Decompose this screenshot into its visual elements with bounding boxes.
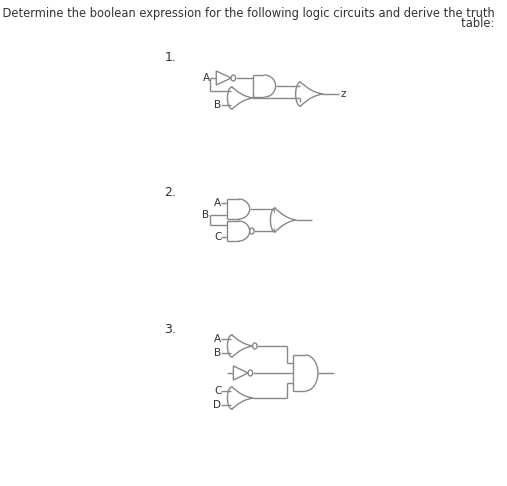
Text: B: B xyxy=(202,210,209,220)
Text: table:: table: xyxy=(443,17,494,30)
Circle shape xyxy=(231,75,236,81)
Text: C: C xyxy=(214,232,222,242)
Text: z: z xyxy=(340,89,346,99)
Circle shape xyxy=(248,370,252,376)
Circle shape xyxy=(249,228,254,234)
Text: D: D xyxy=(213,400,222,410)
Text: A: A xyxy=(214,334,222,344)
Text: 3.: 3. xyxy=(164,323,176,336)
Circle shape xyxy=(252,343,257,349)
Text: C: C xyxy=(214,386,222,396)
Text: A.  Determine the boolean expression for the following logic circuits and derive: A. Determine the boolean expression for … xyxy=(0,7,494,20)
Text: B: B xyxy=(214,100,222,110)
Text: A: A xyxy=(214,198,222,208)
Text: B: B xyxy=(214,348,222,358)
Text: 2.: 2. xyxy=(164,186,176,199)
Text: 1.: 1. xyxy=(164,51,176,64)
Text: A: A xyxy=(203,73,210,83)
